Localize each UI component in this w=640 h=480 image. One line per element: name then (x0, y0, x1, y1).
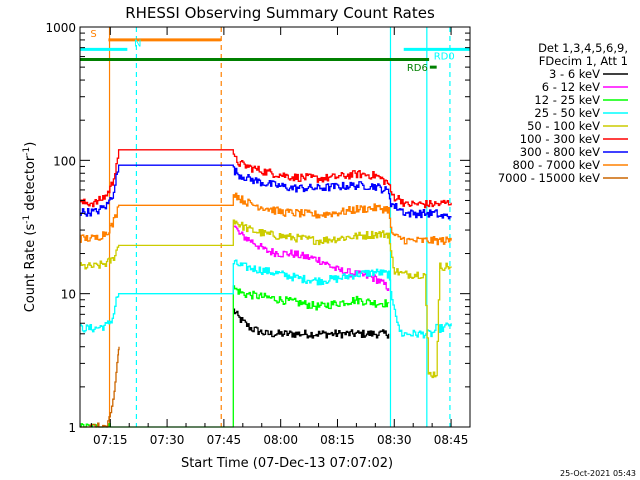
state-label-rd0: RD0 (434, 51, 455, 62)
legend-label-3-6-kev: 3 - 6 keV (549, 67, 600, 81)
state-label-n: N (134, 38, 141, 49)
plot-area: S N RD0 RD6 (80, 27, 470, 428)
series-100-300-kev (80, 149, 452, 209)
axis-ticks: 07:15 07:30 07:45 08:00 08:15 08:30 08:45 1 10 10… (45, 21, 471, 447)
y-tick-label-1: 1 (68, 421, 76, 435)
x-tick-label-07-30: 07:30 (150, 433, 185, 447)
x-tick-label-07-15: 07:15 (93, 433, 128, 447)
state-label-rd6: RD6 (407, 63, 428, 74)
legend-label-6-12-kev: 6 - 12 keV (542, 80, 600, 94)
series-7000-15000-kev (80, 346, 120, 428)
legend-label-7000-15000-kev: 7000 - 15000 keV (498, 171, 600, 185)
legend-header-line2: FDecim 1, Att 1 (539, 54, 628, 68)
series-50-100-kev (80, 219, 452, 379)
chart-title: RHESSI Observing Summary Count Rates (125, 4, 435, 22)
series-3-6-kev (233, 308, 390, 339)
series-300-800-kev (80, 164, 452, 220)
y-tick-label-10: 10 (61, 288, 76, 302)
series-25-50-kev (80, 259, 452, 339)
legend-header-line1: Det 1,3,4,5,6,9, (538, 41, 628, 55)
legend-label-12-25-kev: 12 - 25 keV (534, 93, 600, 107)
x-tick-label-08-45: 08:45 (434, 433, 469, 447)
legend-label-300-800-kev: 300 - 800 keV (520, 145, 600, 159)
legend: Det 1,3,4,5,6,9, FDecim 1, Att 1 3 - 6 k… (498, 41, 628, 185)
state-label-s: S (90, 29, 96, 40)
legend-label-25-50-kev: 25 - 50 keV (534, 106, 600, 120)
y-tick-label-1000: 1000 (45, 21, 76, 35)
series-12-25-kev (80, 285, 390, 428)
y-tick-label-100: 100 (53, 154, 76, 168)
series-800-7000-kev (80, 192, 452, 246)
series-6-12-kev (233, 225, 390, 292)
x-tick-label-07-45: 07:45 (207, 433, 242, 447)
x-tick-label-08-15: 08:15 (320, 433, 355, 447)
legend-label-50-100-kev: 50 - 100 keV (527, 119, 600, 133)
y-axis-label: Count Rate (s-1 detector-1) (22, 142, 38, 313)
x-tick-label-08-00: 08:00 (263, 433, 298, 447)
x-tick-label-08-30: 08:30 (377, 433, 412, 447)
legend-label-100-300-kev: 100 - 300 keV (520, 132, 600, 146)
timestamp: 25-Oct-2021 05:43 (560, 469, 636, 478)
plot-frame (79, 26, 471, 428)
legend-label-800-7000-kev: 800 - 7000 keV (512, 158, 600, 172)
x-axis-label: Start Time (07-Dec-13 07:07:02) (181, 456, 393, 471)
